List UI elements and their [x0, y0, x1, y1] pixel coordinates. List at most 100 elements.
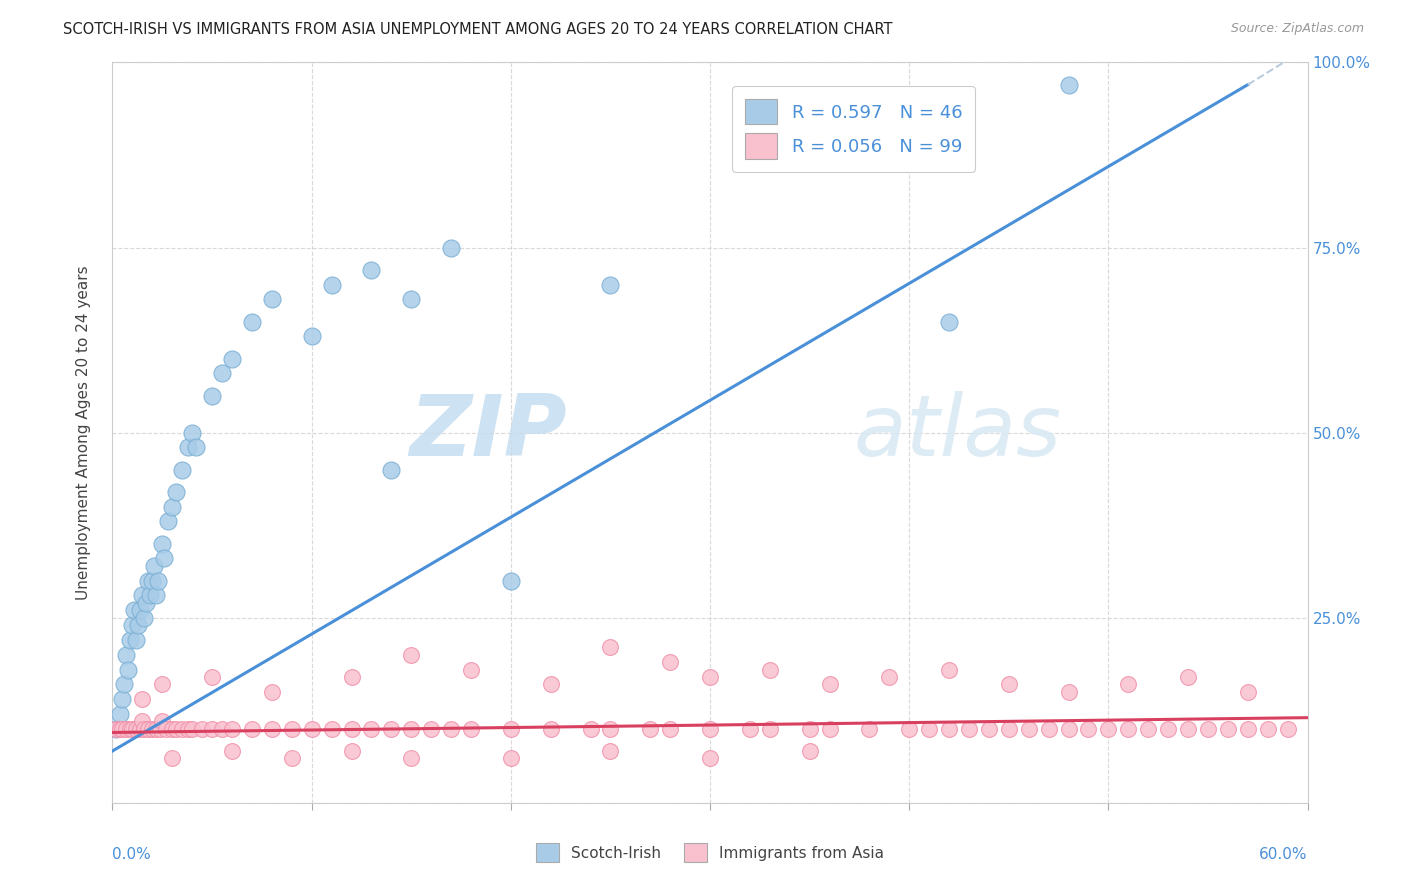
Point: [440, 240, 463, 255]
Point: [177, 722, 200, 736]
Point: [131, 692, 153, 706]
Point: [172, 462, 194, 476]
Point: [340, 670, 363, 684]
Point: [599, 722, 621, 736]
Point: [135, 596, 157, 610]
Point: [1057, 722, 1080, 736]
Point: [818, 677, 841, 691]
Point: [1157, 722, 1180, 736]
Point: [301, 329, 323, 343]
Point: [131, 714, 153, 729]
Point: [181, 425, 204, 440]
Point: [165, 722, 187, 736]
Point: [1177, 722, 1199, 736]
Point: [1177, 670, 1199, 684]
Point: [938, 722, 960, 736]
Point: [1216, 722, 1239, 736]
Y-axis label: Unemployment Among Ages 20 to 24 years: Unemployment Among Ages 20 to 24 years: [76, 265, 91, 600]
Point: [201, 670, 224, 684]
Point: [150, 714, 173, 729]
Point: [799, 722, 821, 736]
Point: [191, 722, 214, 736]
Point: [120, 722, 142, 736]
Point: [818, 722, 841, 736]
Point: [281, 751, 304, 765]
Point: [340, 722, 363, 736]
Point: [124, 603, 146, 617]
Point: [162, 500, 183, 514]
Point: [125, 632, 148, 647]
Point: [977, 722, 1000, 736]
Point: [799, 744, 821, 758]
Point: [260, 722, 283, 736]
Point: [117, 663, 139, 677]
Point: [499, 751, 522, 765]
Point: [1197, 722, 1219, 736]
Point: [131, 589, 153, 603]
Point: [1257, 722, 1279, 736]
Text: SCOTCH-IRISH VS IMMIGRANTS FROM ASIA UNEMPLOYMENT AMONG AGES 20 TO 24 YEARS CORR: SCOTCH-IRISH VS IMMIGRANTS FROM ASIA UNE…: [63, 22, 893, 37]
Point: [1057, 685, 1080, 699]
Point: [499, 722, 522, 736]
Point: [143, 558, 166, 573]
Point: [699, 670, 721, 684]
Point: [321, 722, 343, 736]
Point: [380, 722, 402, 736]
Point: [150, 536, 173, 550]
Point: [879, 670, 901, 684]
Point: [145, 722, 167, 736]
Point: [134, 722, 156, 736]
Point: [111, 722, 134, 736]
Point: [157, 515, 180, 529]
Point: [918, 722, 941, 736]
Point: [440, 722, 463, 736]
Point: [177, 441, 200, 455]
Point: [145, 589, 167, 603]
Point: [211, 367, 233, 381]
Point: [301, 722, 323, 736]
Point: [153, 551, 176, 566]
Point: [221, 722, 243, 736]
Point: [129, 722, 152, 736]
Point: [699, 751, 721, 765]
Point: [1137, 722, 1160, 736]
Point: [540, 677, 562, 691]
Point: [110, 706, 132, 721]
Point: [1077, 722, 1099, 736]
Point: [139, 589, 162, 603]
Point: [155, 722, 177, 736]
Point: [240, 722, 263, 736]
Point: [181, 722, 204, 736]
Point: [111, 692, 134, 706]
Point: [221, 744, 243, 758]
Point: [321, 277, 343, 292]
Point: [1057, 78, 1080, 92]
Point: [998, 722, 1021, 736]
Point: [420, 722, 443, 736]
Point: [120, 632, 142, 647]
Point: [401, 293, 423, 307]
Point: [260, 293, 283, 307]
Point: [260, 685, 283, 699]
Point: [957, 722, 980, 736]
Point: [460, 722, 482, 736]
Text: 60.0%: 60.0%: [1260, 847, 1308, 863]
Text: Source: ZipAtlas.com: Source: ZipAtlas.com: [1230, 22, 1364, 36]
Point: [340, 744, 363, 758]
Point: [186, 441, 208, 455]
Point: [360, 722, 382, 736]
Point: [105, 722, 128, 736]
Point: [281, 722, 304, 736]
Point: [360, 262, 382, 277]
Point: [898, 722, 921, 736]
Point: [938, 314, 960, 328]
Point: [115, 648, 138, 662]
Point: [138, 574, 160, 588]
Point: [1097, 722, 1119, 736]
Point: [141, 574, 163, 588]
Point: [129, 603, 152, 617]
Point: [599, 640, 621, 655]
Point: [460, 663, 482, 677]
Point: [599, 277, 621, 292]
Point: [201, 388, 224, 402]
